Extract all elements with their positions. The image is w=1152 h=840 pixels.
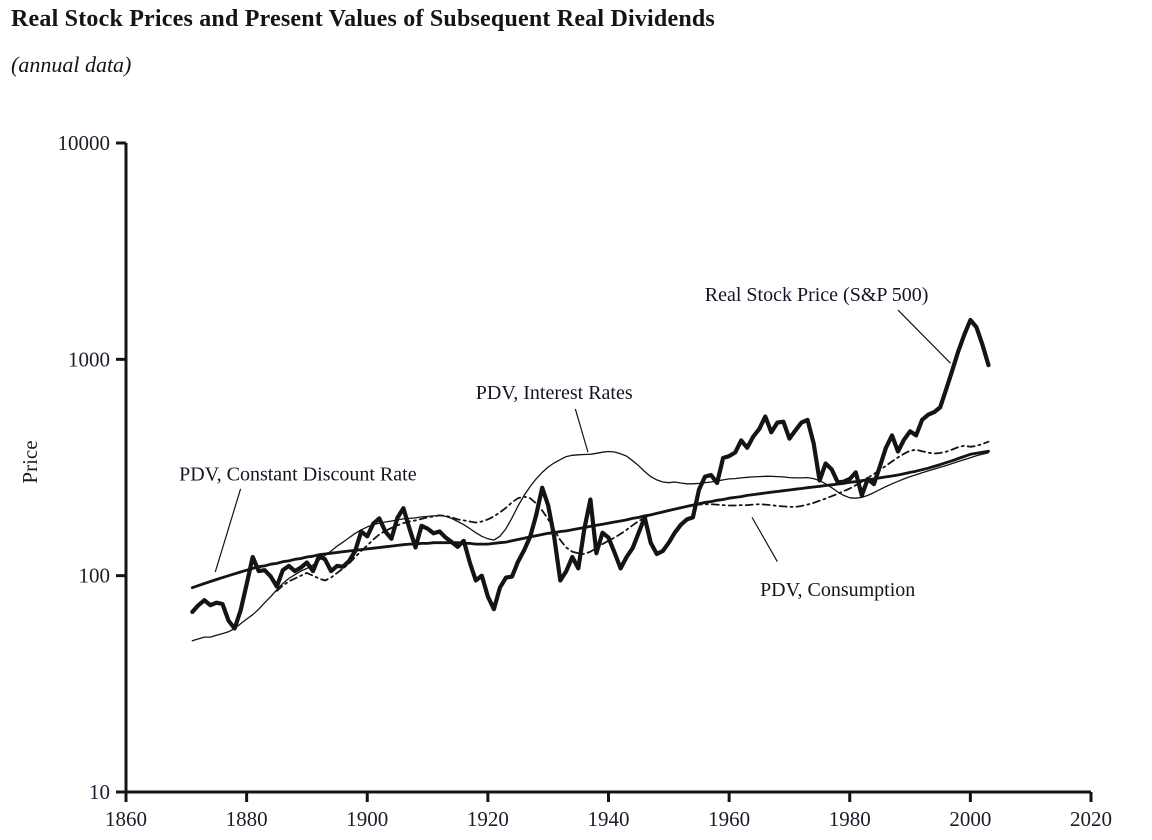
figure-title: Real Stock Prices and Present Values of … (11, 6, 715, 32)
y-tick-label: 1000 (68, 347, 110, 371)
x-tick-label: 2020 (1070, 807, 1112, 831)
annotation-label-pdv-constant-discount-rate: PDV, Constant Discount Rate (179, 464, 417, 486)
annotation-label-pdv-consumption: PDV, Consumption (760, 579, 915, 601)
series-pdv-interest-rates-line (191, 450, 990, 642)
series-real-stock-price-line (190, 317, 991, 631)
annotation-leader-pdv-consumption (751, 517, 778, 563)
y-axis-title: Price (18, 440, 42, 483)
annotation-label-real-stock-price: Real Stock Price (S&P 500) (705, 284, 929, 306)
series-pdv-constant-discount-rate-line (190, 449, 990, 590)
figure-subtitle: (annual data) (11, 52, 132, 77)
x-tick-label: 1960 (708, 807, 750, 831)
annotation-leader-pdv-constant-discount-rate (214, 488, 242, 573)
x-tick-label: 1980 (829, 807, 871, 831)
annotation-label-pdv-interest-rates: PDV, Interest Rates (476, 382, 633, 404)
y-tick-label: 10 (89, 780, 110, 804)
y-tick-label: 10000 (58, 131, 111, 155)
x-tick-label: 1880 (226, 807, 268, 831)
x-tick-label: 1920 (467, 807, 509, 831)
series-pdv-consumption-line (275, 440, 990, 592)
x-tick-label: 1860 (105, 807, 147, 831)
y-tick-label: 100 (79, 564, 111, 588)
annotation-leader-real-stock-price (897, 309, 951, 364)
x-tick-label: 1900 (346, 807, 388, 831)
annotation-leader-pdv-interest-rates (574, 408, 589, 453)
x-tick-label: 1940 (588, 807, 630, 831)
x-tick-label: 2000 (949, 807, 991, 831)
